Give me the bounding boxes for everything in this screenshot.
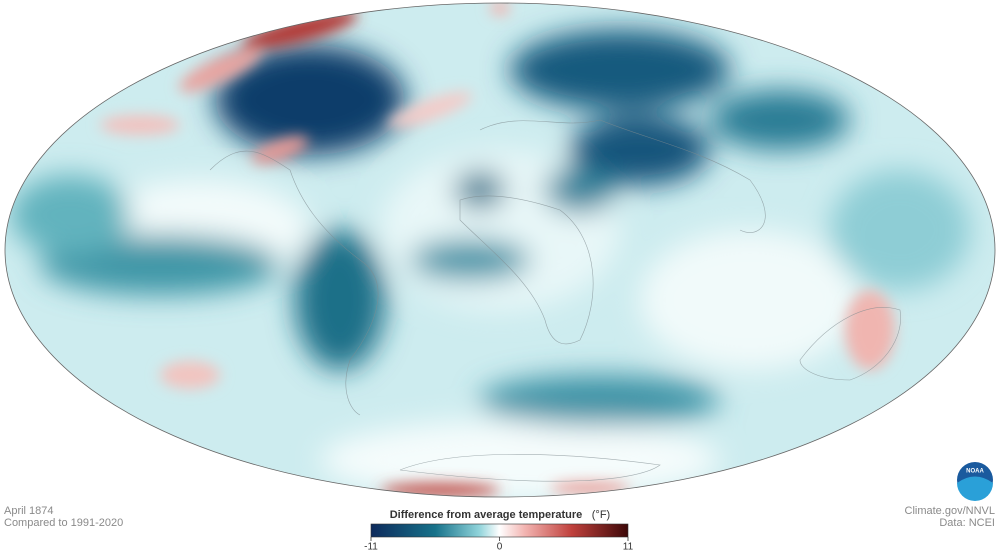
legend-unit: (°F) <box>592 509 610 521</box>
tick-label: 11 <box>623 542 634 553</box>
legend: Difference from average temperature (°F)… <box>364 509 633 553</box>
color-scale <box>370 523 629 538</box>
legend-title: Difference from average temperature <box>390 509 583 521</box>
credit-data: Data: NCEI <box>939 517 995 529</box>
tick-label: 0 <box>497 542 503 553</box>
noaa-logo: NOAA <box>957 462 993 501</box>
logo-text: NOAA <box>966 469 984 475</box>
credit-site: Climate.gov/NNVL <box>905 505 995 517</box>
date: April 1874 <box>4 505 54 517</box>
baseline: Compared to 1991-2020 <box>4 517 123 529</box>
tick-label: -11 <box>364 542 378 553</box>
map-outline <box>4 2 996 498</box>
